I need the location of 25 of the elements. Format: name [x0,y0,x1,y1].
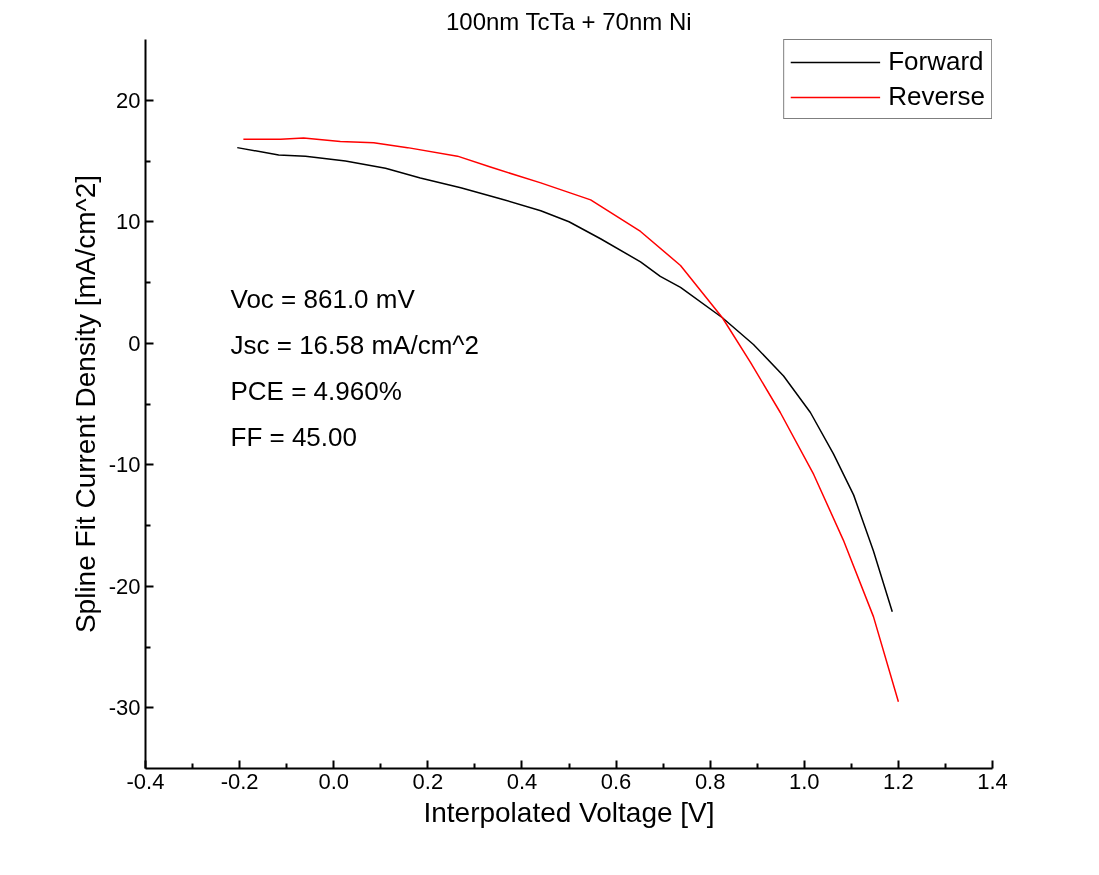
y-tick-label: 10 [116,209,141,235]
x-tick-label: -0.2 [220,768,259,794]
x-tick-label: 0.8 [694,768,726,794]
legend-label: Reverse [888,81,985,112]
annotation: PCE = 4.960% [230,375,402,406]
x-tick-label: 1.4 [977,768,1008,794]
y-tick-label: -10 [108,452,141,478]
y-axis-title: Spline Fit Current Density [mA/cm^2] [69,174,101,634]
x-tick-label: -0.4 [126,768,165,794]
x-tick-label: 0.2 [412,768,444,794]
chart-title: 100nm TcTa + 70nm Ni [445,7,692,35]
x-tick-label: 0.6 [600,768,632,794]
y-tick-label: 20 [116,87,141,113]
y-tick-label: -30 [108,695,141,721]
x-tick-label: 1.0 [788,768,820,794]
annotation: Jsc = 16.58 mA/cm^2 [230,329,479,360]
legend-label: Forward [888,46,984,77]
x-axis-title: Interpolated Voltage [V] [423,796,715,828]
annotation: FF = 45.00 [230,421,357,452]
x-tick-label: 1.2 [883,768,914,794]
annotation: Voc = 861.0 mV [230,283,416,314]
y-tick-label: 0 [128,330,141,356]
x-tick-label: 0.4 [506,768,538,794]
y-tick-label: -20 [108,573,141,599]
x-tick-label: 0.0 [318,768,350,794]
